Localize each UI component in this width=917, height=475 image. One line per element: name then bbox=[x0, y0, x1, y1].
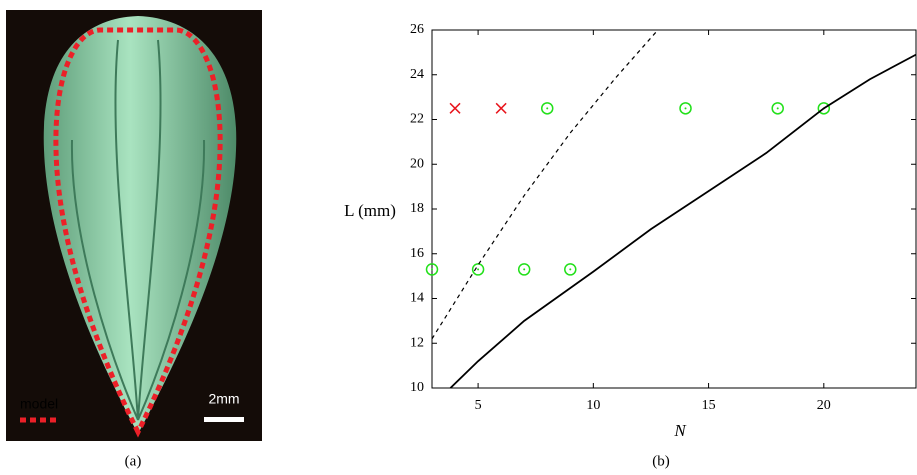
circle-dot bbox=[684, 107, 687, 110]
circle-dot bbox=[431, 268, 433, 271]
scale-bar bbox=[204, 417, 244, 422]
circle-dot bbox=[523, 268, 526, 271]
y-tick-label: 12 bbox=[410, 335, 424, 350]
y-tick-label: 14 bbox=[410, 291, 424, 306]
plot-frame bbox=[431, 29, 917, 389]
circle-marker bbox=[540, 102, 554, 115]
y-tick-label: 26 bbox=[410, 22, 424, 37]
cross-marker bbox=[495, 102, 507, 114]
circle-dot bbox=[569, 268, 572, 271]
x-tick-label: 10 bbox=[586, 398, 600, 413]
circle-dot bbox=[477, 268, 480, 271]
circle-marker bbox=[817, 102, 831, 115]
y-tick-label: 22 bbox=[410, 112, 424, 127]
curve bbox=[449, 53, 917, 389]
x-axis-label: N bbox=[673, 421, 687, 440]
y-axis-label: L (mm) bbox=[344, 201, 396, 220]
scale-label: 2mm bbox=[208, 391, 239, 407]
y-tick-label: 24 bbox=[410, 67, 424, 82]
circle-marker bbox=[564, 263, 577, 276]
x-tick-label: 20 bbox=[817, 398, 831, 413]
circle-dot bbox=[776, 107, 779, 110]
circle-marker bbox=[771, 102, 784, 115]
circle-dot bbox=[546, 107, 549, 110]
y-tick-label: 18 bbox=[410, 201, 424, 216]
x-tick-label: 5 bbox=[475, 398, 482, 413]
circle-marker bbox=[517, 263, 531, 276]
legend-label: model bbox=[20, 396, 58, 412]
x-tick-label: 15 bbox=[702, 398, 716, 413]
circle-marker bbox=[425, 263, 439, 276]
circle-marker bbox=[679, 102, 692, 115]
y-tick-label: 10 bbox=[410, 380, 424, 395]
y-tick-label: 16 bbox=[410, 246, 424, 261]
photo: model 2mm bbox=[6, 10, 262, 441]
curve bbox=[431, 29, 659, 340]
caption: (a) bbox=[125, 453, 142, 469]
caption: (b) bbox=[652, 453, 670, 469]
circle-marker bbox=[471, 263, 485, 276]
y-tick-label: 20 bbox=[410, 156, 424, 171]
cross-marker bbox=[449, 102, 461, 114]
